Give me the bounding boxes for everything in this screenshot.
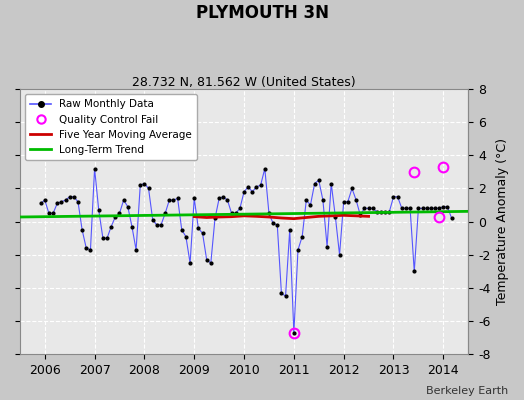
Text: Berkeley Earth: Berkeley Earth bbox=[426, 386, 508, 396]
Legend: Raw Monthly Data, Quality Control Fail, Five Year Moving Average, Long-Term Tren: Raw Monthly Data, Quality Control Fail, … bbox=[25, 94, 198, 160]
Y-axis label: Temperature Anomaly (°C): Temperature Anomaly (°C) bbox=[496, 138, 509, 305]
Title: 28.732 N, 81.562 W (United States): 28.732 N, 81.562 W (United States) bbox=[132, 76, 356, 89]
Text: PLYMOUTH 3N: PLYMOUTH 3N bbox=[195, 4, 329, 22]
